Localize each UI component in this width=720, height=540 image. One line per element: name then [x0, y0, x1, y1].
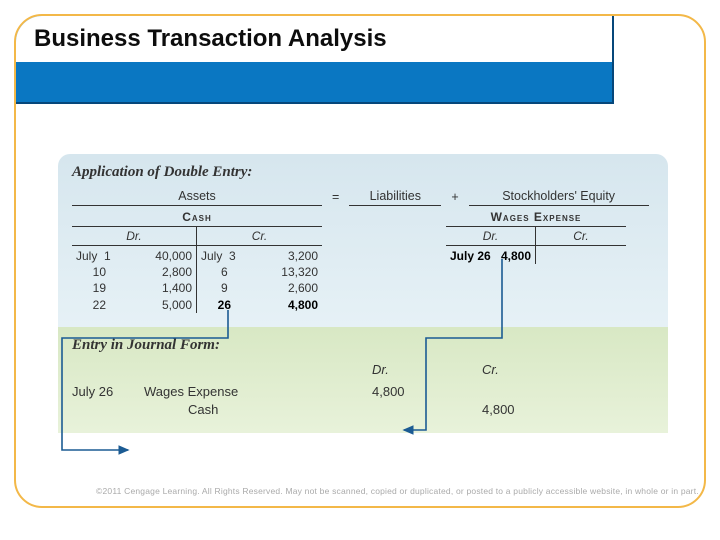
ledger-entry: July 264,800 [450, 248, 531, 264]
wages-account-name: Wages Expense [446, 210, 626, 227]
cash-cr-label: Cr. [197, 227, 322, 245]
journal-lines: July 26Wages Expense4,800Cash4,800 [72, 383, 654, 419]
wages-credits [536, 246, 626, 264]
ledger-entry: July 33,200 [201, 248, 318, 264]
copyright-footer: ©2011 Cengage Learning. All Rights Reser… [96, 486, 699, 496]
content-area: Application of Double Entry: Assets = Li… [58, 154, 668, 433]
journal-cr-head: Cr. [482, 362, 592, 377]
slide-card: Business Transaction Analysis Applicatio… [14, 14, 706, 508]
journal-line: July 26Wages Expense4,800 [72, 383, 654, 401]
ledger-entry: 225,000 [76, 297, 192, 313]
header-band: Business Transaction Analysis [14, 14, 614, 104]
cash-ledger-body: July 140,000 102,800 191,400 225,000 Jul… [72, 246, 322, 313]
t-accounts-row: Cash Dr. Cr. July 140,000 102,800 191,40… [72, 210, 654, 313]
journal-line: Cash4,800 [72, 401, 654, 419]
journal-head: Dr. Cr. [72, 362, 654, 377]
cash-debits: July 140,000 102,800 191,400 225,000 [72, 246, 197, 313]
ledger-entry: 191,400 [76, 280, 192, 296]
wages-cr-label: Cr. [536, 227, 626, 245]
wages-dr-label: Dr. [446, 227, 536, 245]
t-account-wages-expense: Wages Expense Dr. Cr. July 264,800 [446, 210, 626, 313]
wages-debits: July 264,800 [446, 246, 536, 264]
ledger-entry: 92,600 [201, 280, 318, 296]
ledger-entry: 264,800 [201, 297, 318, 313]
lower-section-title: Entry in Journal Form: [72, 337, 654, 354]
double-entry-section: Application of Double Entry: Assets = Li… [58, 154, 668, 327]
wages-ledger-body: July 264,800 [446, 246, 626, 264]
eq-stockholders-equity: Stockholders' Equity [469, 189, 649, 206]
t-account-cash: Cash Dr. Cr. July 140,000 102,800 191,40… [72, 210, 322, 313]
eq-equals: = [328, 190, 343, 206]
eq-plus: + [447, 190, 462, 206]
wages-drcr-head: Dr. Cr. [446, 227, 626, 246]
page-title: Business Transaction Analysis [16, 16, 612, 62]
cash-account-name: Cash [72, 210, 322, 227]
journal-dr-head: Dr. [372, 362, 482, 377]
ledger-entry: 102,800 [76, 264, 192, 280]
ledger-entry: 613,320 [201, 264, 318, 280]
cash-credits: July 33,200 613,320 92,600 264,800 [197, 246, 322, 313]
eq-assets: Assets [72, 189, 322, 206]
upper-section-title: Application of Double Entry: [72, 164, 654, 181]
journal-entry-section: Entry in Journal Form: Dr. Cr. July 26Wa… [58, 327, 668, 433]
accounting-equation: Assets = Liabilities + Stockholders' Equ… [72, 189, 654, 206]
ledger-entry: July 140,000 [76, 248, 192, 264]
cash-drcr-head: Dr. Cr. [72, 227, 322, 246]
eq-liabilities: Liabilities [349, 189, 441, 206]
cash-dr-label: Dr. [72, 227, 197, 245]
